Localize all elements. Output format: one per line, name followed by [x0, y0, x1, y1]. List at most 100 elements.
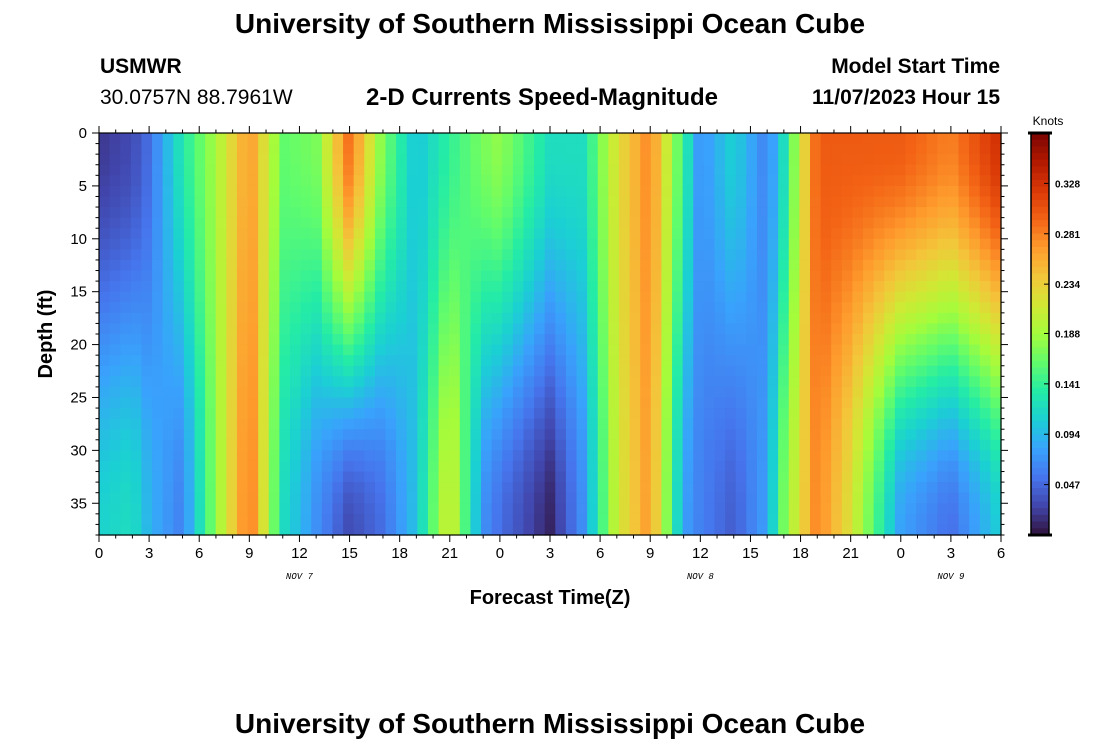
heatmap-cell: [852, 524, 864, 536]
heatmap-cell: [311, 228, 323, 240]
heatmap-cell: [438, 281, 450, 293]
heatmap-cell: [863, 439, 875, 451]
heatmap-cell: [778, 513, 790, 526]
heatmap-cell: [608, 312, 620, 325]
heatmap-cell: [873, 207, 885, 219]
heatmap-cell: [130, 471, 143, 483]
heatmap-cell: [523, 133, 535, 145]
heatmap-cell: [162, 408, 174, 420]
heatmap-cell: [396, 450, 408, 462]
heatmap-cell: [374, 143, 387, 155]
heatmap-cell: [279, 418, 291, 430]
heatmap-cell: [587, 376, 599, 388]
heatmap-cell: [279, 133, 291, 145]
heatmap-cell: [894, 312, 907, 325]
heatmap-cell: [215, 185, 227, 198]
heatmap-cell: [215, 397, 227, 409]
heatmap-cell: [470, 154, 482, 166]
heatmap-cell: [863, 281, 875, 293]
heatmap-cell: [300, 513, 312, 526]
heatmap-cell: [385, 196, 397, 208]
heatmap-cell: [141, 196, 153, 208]
heatmap-cell: [629, 482, 641, 494]
heatmap-cell: [640, 133, 652, 145]
heatmap-cell: [555, 471, 567, 483]
heatmap-cell: [926, 503, 938, 515]
heatmap-cell: [311, 249, 323, 261]
heatmap-cell: [247, 228, 259, 240]
heatmap-cell: [406, 408, 418, 420]
heatmap-cell: [353, 196, 365, 208]
heatmap-cell: [937, 164, 949, 176]
heatmap-cell: [629, 355, 641, 367]
heatmap-cell: [290, 334, 302, 346]
heatmap-cell: [756, 334, 769, 346]
heatmap-cell: [109, 418, 121, 430]
heatmap-cell: [809, 143, 822, 155]
heatmap-cell: [183, 207, 196, 219]
heatmap-cell: [587, 503, 599, 515]
heatmap-cell: [141, 408, 153, 420]
heatmap-cell: [969, 365, 981, 377]
heatmap-cell: [258, 503, 270, 515]
heatmap-cell: [958, 460, 970, 473]
heatmap-cell: [629, 439, 641, 451]
heatmap-cell: [725, 238, 737, 250]
heatmap-cell: [809, 154, 822, 166]
heatmap-cell: [427, 376, 440, 388]
heatmap-cell: [735, 355, 747, 367]
heatmap-cell: [534, 249, 546, 261]
heatmap-cell: [682, 291, 694, 303]
heatmap-cell: [162, 164, 174, 176]
heatmap-cell: [247, 334, 259, 346]
heatmap-cell: [958, 386, 970, 399]
heatmap-cell: [290, 291, 302, 303]
heatmap-cell: [279, 185, 291, 198]
heatmap-cell: [290, 270, 302, 282]
heatmap-cell: [512, 429, 525, 441]
heatmap-cell: [788, 281, 800, 293]
heatmap-cell: [544, 386, 556, 399]
heatmap-cell: [905, 143, 917, 155]
heatmap-cell: [353, 133, 365, 145]
heatmap-cell: [523, 355, 535, 367]
heatmap-cell: [470, 302, 482, 314]
heatmap-cell: [353, 143, 365, 155]
heatmap-cell: [958, 323, 970, 335]
heatmap-cell: [321, 492, 334, 504]
heatmap-cell: [385, 334, 397, 346]
heatmap-cell: [969, 429, 981, 441]
heatmap-cell: [353, 270, 365, 282]
heatmap-cell: [756, 302, 769, 314]
heatmap-cell: [321, 207, 334, 219]
heatmap-cell: [258, 355, 270, 367]
heatmap-cell: [374, 228, 387, 240]
colorbar-swatch: [1031, 474, 1049, 482]
heatmap-cell: [353, 238, 365, 250]
heatmap-cell: [650, 397, 663, 409]
heatmap-cell: [141, 281, 153, 293]
heatmap-cell: [152, 450, 164, 462]
heatmap-cell: [279, 143, 291, 155]
heatmap-cell: [714, 175, 726, 187]
heatmap-cell: [417, 450, 429, 462]
heatmap-cell: [491, 344, 503, 356]
heatmap-cell: [767, 408, 779, 420]
heatmap-cell: [725, 154, 737, 166]
heatmap-cell: [226, 154, 238, 166]
heatmap-cell: [756, 471, 769, 483]
heatmap-cell: [534, 365, 546, 377]
heatmap-cell: [130, 281, 143, 293]
heatmap-cell: [300, 259, 312, 272]
heatmap-cell: [120, 503, 132, 515]
heatmap-cell: [990, 482, 1002, 494]
heatmap-cell: [979, 133, 991, 145]
heatmap-cell: [99, 143, 111, 155]
heatmap-cell: [438, 408, 450, 420]
heatmap-cell: [406, 312, 418, 325]
heatmap-cell: [491, 429, 503, 441]
heatmap-cell: [555, 259, 567, 272]
heatmap-cell: [353, 513, 365, 526]
heatmap-cell: [650, 503, 663, 515]
heatmap-cell: [332, 471, 344, 483]
